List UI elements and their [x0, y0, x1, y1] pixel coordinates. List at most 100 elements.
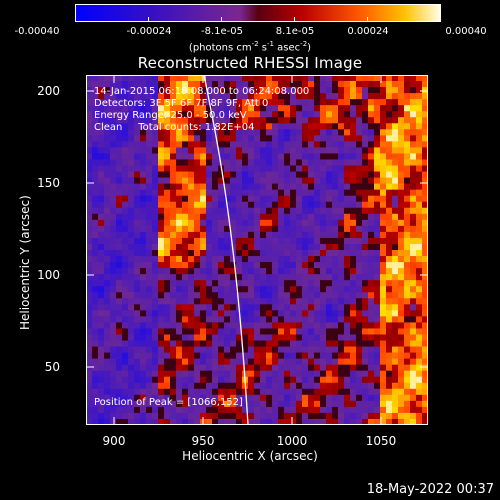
heatmap-cell [92, 153, 99, 160]
heatmap-cell [218, 412, 225, 420]
heatmap-cell [416, 123, 423, 130]
heatmap-cell [386, 117, 393, 124]
heatmap-cell [110, 280, 117, 287]
heatmap-cell [362, 225, 369, 233]
heatmap-cell [362, 310, 369, 317]
heatmap-cell [134, 250, 141, 257]
heatmap-cell [296, 87, 303, 94]
heatmap-cell [224, 213, 231, 221]
heatmap-cell [284, 328, 291, 335]
heatmap-cell [344, 177, 351, 185]
heatmap-cell [134, 298, 141, 305]
heatmap-cell [356, 340, 363, 347]
heatmap-cell [110, 99, 117, 106]
heatmap-cell [152, 75, 159, 82]
heatmap-cell [350, 165, 357, 172]
heatmap-cell [392, 237, 399, 245]
heatmap-cell [122, 141, 129, 148]
heatmap-cell [260, 298, 267, 305]
heatmap-cell [236, 135, 243, 142]
heatmap-cell [350, 141, 357, 148]
x-axis-title: Heliocentric X (arcsec) [182, 449, 318, 463]
heatmap-cell [104, 280, 111, 287]
heatmap-cell [398, 123, 405, 130]
heatmap-cell [356, 117, 363, 124]
heatmap-cell [224, 268, 231, 275]
heatmap-cell [266, 346, 273, 353]
heatmap-cell [194, 117, 201, 124]
heatmap-cell [422, 147, 428, 154]
heatmap-cell [392, 147, 399, 154]
heatmap-cell [350, 250, 357, 257]
heatmap-cell [116, 183, 123, 191]
heatmap-cell [140, 117, 147, 124]
heatmap-cell [86, 81, 93, 88]
heatmap-cell [290, 268, 297, 275]
heatmap-cell [422, 231, 428, 239]
heatmap-cell [134, 99, 141, 106]
heatmap-cell [302, 304, 309, 311]
heatmap-cell [302, 201, 309, 209]
heatmap-cell [398, 250, 405, 257]
heatmap-cell [386, 225, 393, 233]
heatmap-cell [332, 370, 339, 378]
heatmap-cell [386, 280, 393, 287]
heatmap-cell [176, 81, 183, 88]
heatmap-cell [98, 153, 105, 160]
heatmap-cell [302, 159, 309, 166]
heatmap-cell [344, 262, 351, 269]
heatmap-cell [320, 219, 327, 227]
heatmap-cell [86, 165, 93, 172]
heatmap-cell [398, 165, 405, 172]
heatmap-cell [296, 418, 303, 425]
heatmap-cell [404, 412, 411, 420]
heatmap-cell [212, 165, 219, 172]
heatmap-cell [320, 81, 327, 88]
heatmap-cell [86, 358, 93, 366]
heatmap-cell [164, 123, 171, 130]
heatmap-cell [104, 412, 111, 420]
heatmap-cell [260, 75, 267, 82]
heatmap-cell [224, 340, 231, 347]
heatmap-cell [290, 219, 297, 227]
heatmap-cell [416, 352, 423, 360]
heatmap-cell [182, 87, 189, 94]
heatmap-cell [356, 183, 363, 191]
heatmap-cell [392, 159, 399, 166]
heatmap-cell [98, 165, 105, 172]
heatmap-cell [386, 346, 393, 353]
heatmap-cell [230, 117, 237, 124]
heatmap-cell [410, 117, 417, 124]
heatmap-cell [104, 292, 111, 299]
heatmap-cell [272, 171, 279, 178]
heatmap-cell [116, 111, 123, 118]
heatmap-cell [332, 99, 339, 106]
heatmap-cell [332, 129, 339, 136]
heatmap-cell [332, 412, 339, 420]
heatmap-cell [128, 352, 135, 360]
heatmap-cell [314, 135, 321, 142]
heatmap-cell [314, 310, 321, 317]
heatmap-cell [386, 183, 393, 191]
heatmap-cell [134, 412, 141, 420]
heatmap-cell [290, 183, 297, 191]
heatmap-cell [122, 207, 129, 215]
heatmap-cell [128, 207, 135, 215]
heatmap-cell [200, 268, 207, 275]
heatmap-cell [278, 352, 285, 360]
heatmap-cell [380, 81, 387, 88]
heatmap-cell [410, 93, 417, 100]
heatmap-cell [200, 340, 207, 347]
heatmap-cell [146, 376, 153, 384]
heatmap-cell [308, 159, 315, 166]
heatmap-cell [290, 147, 297, 154]
heatmap-cell [248, 250, 255, 257]
heatmap-cell [350, 418, 357, 425]
heatmap-cell [98, 310, 105, 317]
heatmap-cell [266, 310, 273, 317]
heatmap-cell [404, 117, 411, 124]
heatmap-cell [164, 286, 171, 293]
heatmap-cell [416, 298, 423, 305]
y-tick-label: 50 [44, 360, 60, 374]
heatmap-cell [128, 280, 135, 287]
